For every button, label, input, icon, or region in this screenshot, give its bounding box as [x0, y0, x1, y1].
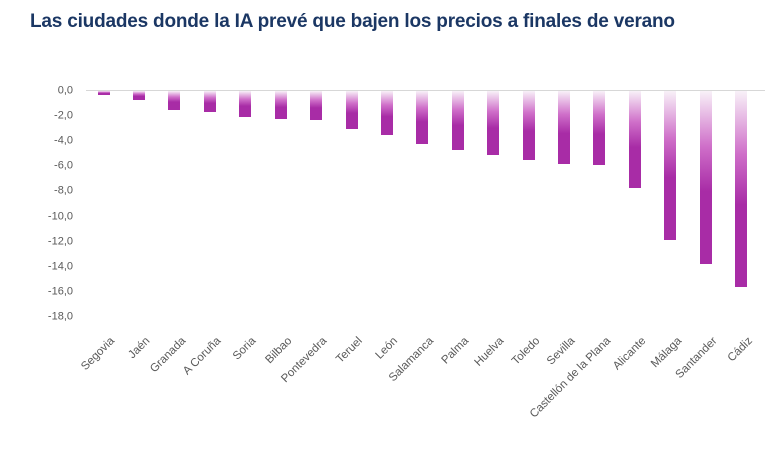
bar-sevilla [558, 91, 571, 164]
x-category-label: Teruel [334, 335, 366, 366]
y-tick-label: -18,0 [47, 310, 73, 323]
bar-cadiz [735, 91, 748, 287]
x-category-label: Bilbao [263, 335, 295, 367]
x-category-label: Alicante [610, 335, 649, 373]
bar-malaga [664, 91, 677, 241]
bar-teruel [345, 91, 358, 129]
y-tick-label: 0,0 [57, 84, 73, 97]
x-category-label: Soria [231, 335, 259, 363]
bar-segovia [97, 91, 110, 95]
x-category-label: Toledo [509, 335, 543, 368]
y-tick-label: -2,0 [54, 109, 73, 122]
chart-title: Las ciudades donde la IA prevé que bajen… [30, 11, 675, 32]
bar-leon [380, 91, 393, 135]
x-category-label: Palma [439, 335, 472, 367]
bar-santander [699, 91, 712, 265]
bar-toledo [522, 91, 535, 160]
x-category-label: Cádiz [725, 335, 755, 365]
bar-huelva [487, 91, 500, 155]
y-tick-label: -12,0 [47, 235, 73, 248]
y-tick-label: -8,0 [54, 184, 73, 197]
bar-bilbao [274, 91, 287, 119]
y-tick-label: -6,0 [54, 159, 73, 172]
y-tick-label: -4,0 [54, 134, 73, 147]
x-category-label: Huelva [472, 335, 507, 369]
bar-a-coruna [203, 91, 216, 113]
x-category-label: León [373, 335, 401, 362]
x-category-label: Sevilla [545, 335, 578, 368]
y-tick-label: -16,0 [47, 285, 73, 298]
bar-soria [239, 91, 252, 118]
bar-palma [451, 91, 464, 150]
zero-axis-line [86, 90, 765, 91]
y-tick-label: -14,0 [47, 260, 73, 273]
bar-jaen [133, 91, 146, 100]
y-tick-label: -10,0 [47, 210, 73, 222]
bar-castellon-de-la-plana [593, 91, 606, 165]
x-category-label: Jaén [126, 335, 153, 362]
bar-alicante [628, 91, 641, 188]
x-category-label: Segovia [79, 335, 118, 373]
bar-granada [168, 91, 181, 110]
x-category-label: Málaga [648, 335, 684, 371]
bar-salamanca [416, 91, 429, 144]
bar-pontevedra [310, 91, 323, 120]
